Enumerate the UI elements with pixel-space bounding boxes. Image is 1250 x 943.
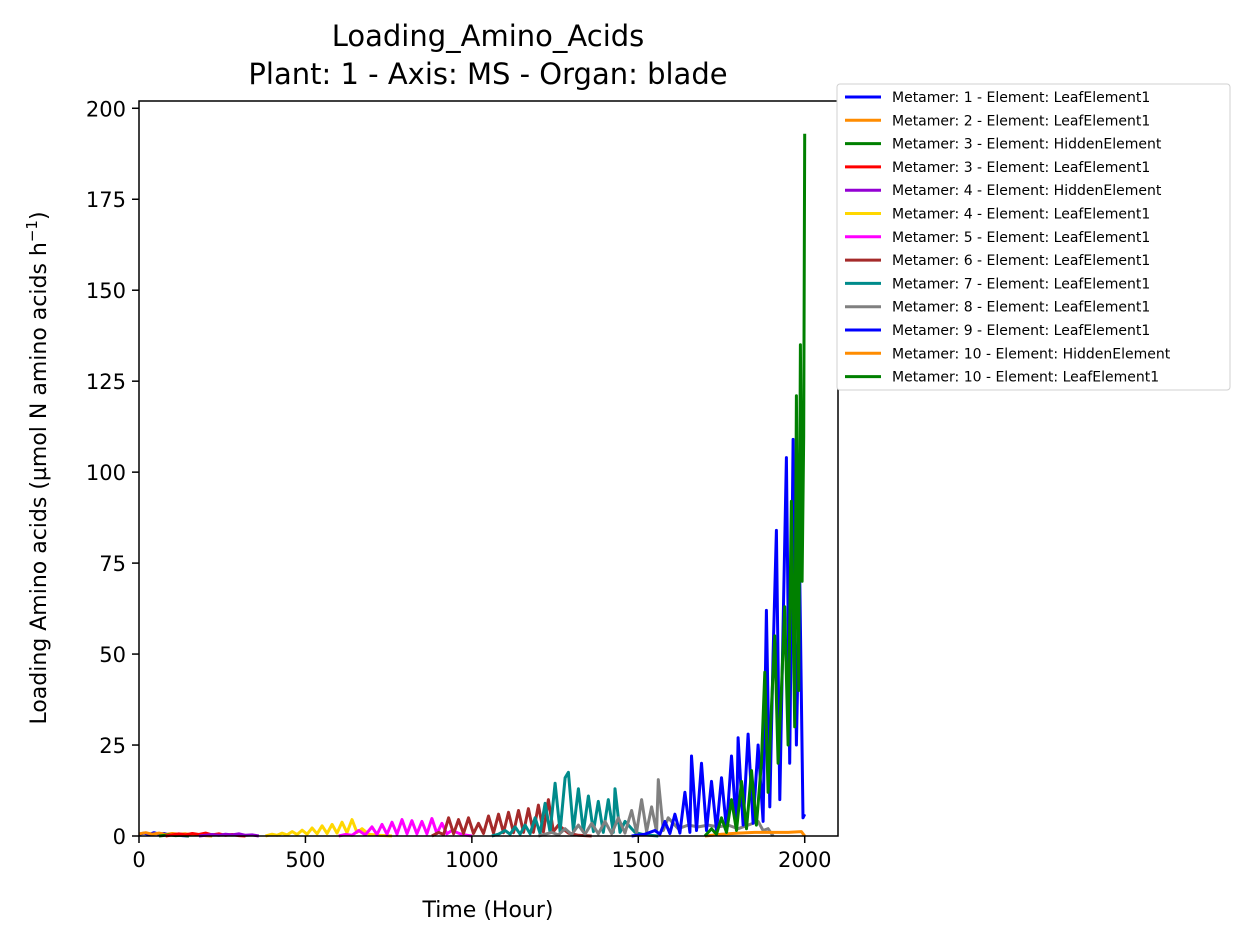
legend-label-2: Metamer: 2 - Element: LeafElement1: [892, 113, 1150, 129]
x-tick-label-3: 1000: [445, 848, 498, 872]
legend-label-9: Metamer: 7 - Element: LeafElement1: [892, 276, 1150, 292]
x-tick-label-2: 500: [285, 848, 325, 872]
plot-frame: [138, 100, 839, 837]
y-axis-label-close: ): [27, 211, 52, 220]
legend-label-13: Metamer: 10 - Element: LeafElement1: [892, 370, 1159, 386]
series-line-9: [491, 770, 659, 838]
y-axis-label: Loading Amino acids (µmol N amino acids …: [23, 211, 52, 724]
chart-title: Loading_Amino_Acids: [332, 19, 645, 53]
y-tick-label-5: 100: [86, 461, 126, 485]
series-layer: [138, 133, 807, 838]
y-tick-label-2: 25: [99, 734, 126, 758]
series-line-11: [631, 437, 807, 838]
legend-label-3: Metamer: 3 - Element: HiddenElement: [892, 137, 1162, 153]
legend-label-10: Metamer: 8 - Element: LeafElement1: [892, 300, 1150, 316]
y-tick-label-4: 75: [99, 552, 126, 576]
y-axis-label-exponent: −1: [23, 220, 41, 242]
x-tick-label-1: 0: [132, 848, 145, 872]
y-tick-label-6: 125: [86, 370, 126, 394]
legend-label-7: Metamer: 5 - Element: LeafElement1: [892, 230, 1150, 246]
y-tick-label-1: 0: [113, 825, 126, 849]
series-line-10: [538, 778, 775, 838]
legend-label-6: Metamer: 4 - Element: LeafElement1: [892, 207, 1150, 223]
y-tick-label-8: 175: [86, 188, 126, 212]
legend-label-4: Metamer: 3 - Element: LeafElement1: [892, 160, 1150, 176]
x-axis-label: Time (Hour): [422, 898, 554, 923]
chart-subtitle: Plant: 1 - Axis: MS - Organ: blade: [248, 57, 727, 91]
legend-box: [836, 83, 1231, 391]
x-tick-label-5: 2000: [778, 848, 831, 872]
legend: Metamer: 1 - Element: LeafElement1 Metame…: [836, 83, 1231, 391]
series-line-13: [703, 133, 807, 838]
legend-label-8: Metamer: 6 - Element: LeafElement1: [892, 253, 1150, 269]
x-axis: 0 500 1000 1500 2000: [132, 836, 831, 872]
legend-label-12: Metamer: 10 - Element: HiddenElement: [892, 346, 1171, 362]
x-tick-label-4: 1500: [612, 848, 665, 872]
series-line-5: [198, 832, 260, 838]
y-tick-label-3: 50: [99, 643, 126, 667]
series-line-12: [704, 830, 806, 838]
legend-label-5: Metamer: 4 - Element: HiddenElement: [892, 183, 1162, 199]
y-tick-label-7: 150: [86, 279, 126, 303]
legend-label-11: Metamer: 9 - Element: LeafElement1: [892, 323, 1150, 339]
legend-label-1: Metamer: 1 - Element: LeafElement1: [892, 90, 1150, 106]
y-tick-label-9: 200: [86, 97, 126, 121]
series-line-7: [338, 817, 473, 838]
y-axis: 0 25 50 75 100 125 150 175 200: [86, 97, 139, 849]
y-axis-label-main: Loading Amino acids (µmol N amino acids …: [27, 242, 52, 724]
